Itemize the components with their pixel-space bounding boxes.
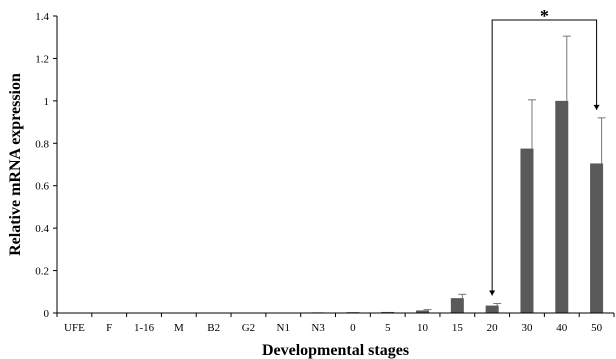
x-tick-label: 15 [452, 322, 464, 334]
error-bars [423, 35, 606, 311]
bar-5 [381, 311, 395, 313]
bracket-line [491, 19, 598, 296]
x-tick-label: F [106, 322, 112, 334]
x-tick-label: 5 [385, 322, 391, 334]
y-tick-label: 0.6 [35, 181, 49, 193]
x-tick-label: UFE [64, 322, 85, 334]
significance-bracket: * [489, 6, 600, 296]
y-tick-label: 1.2 [35, 53, 49, 65]
x-tick-label: 20 [487, 322, 499, 334]
y-tick-label: 0.4 [35, 223, 49, 235]
bracket-arrow-right [593, 104, 600, 110]
x-axis-title: Developmental stages [262, 342, 409, 359]
x-tick-label: B2 [207, 322, 220, 334]
x-tick-label: N3 [311, 322, 325, 334]
bar-30 [520, 148, 534, 313]
x-tick-label: G2 [242, 322, 255, 334]
bar-40 [555, 100, 569, 313]
bar-15 [450, 298, 464, 313]
y-tick-label: 1.4 [35, 11, 49, 23]
significance-star: * [540, 6, 549, 26]
x-tick-label: 30 [521, 322, 533, 334]
x-tick-label: 10 [417, 322, 429, 334]
x-tick-label: 50 [591, 322, 603, 334]
bar-50 [590, 163, 604, 313]
y-axis-title: Relative mRNA expression [7, 73, 24, 256]
x-axis-ticks: UFE F 1-16 M B2 G2 N1 N3 0 5 10 15 20 30 40 50 [56, 313, 615, 334]
x-tick-label: 0 [350, 322, 356, 334]
y-axis-ticks: 0 0.2 0.4 0.6 0.8 1 1.2 1.4 [35, 11, 57, 320]
bars [311, 100, 604, 313]
x-tick-label: 1-16 [134, 322, 155, 334]
x-tick-label: N1 [277, 322, 290, 334]
y-tick-label: 1 [44, 96, 50, 108]
y-tick-label: 0.2 [35, 266, 49, 278]
y-tick-label: 0.8 [35, 138, 49, 150]
y-tick-label: 0 [44, 308, 50, 320]
x-tick-label: 40 [556, 322, 568, 334]
x-tick-label: M [174, 322, 184, 334]
bracket-arrow-left [489, 290, 496, 296]
bar-10 [416, 310, 430, 313]
bar-20 [485, 305, 499, 313]
